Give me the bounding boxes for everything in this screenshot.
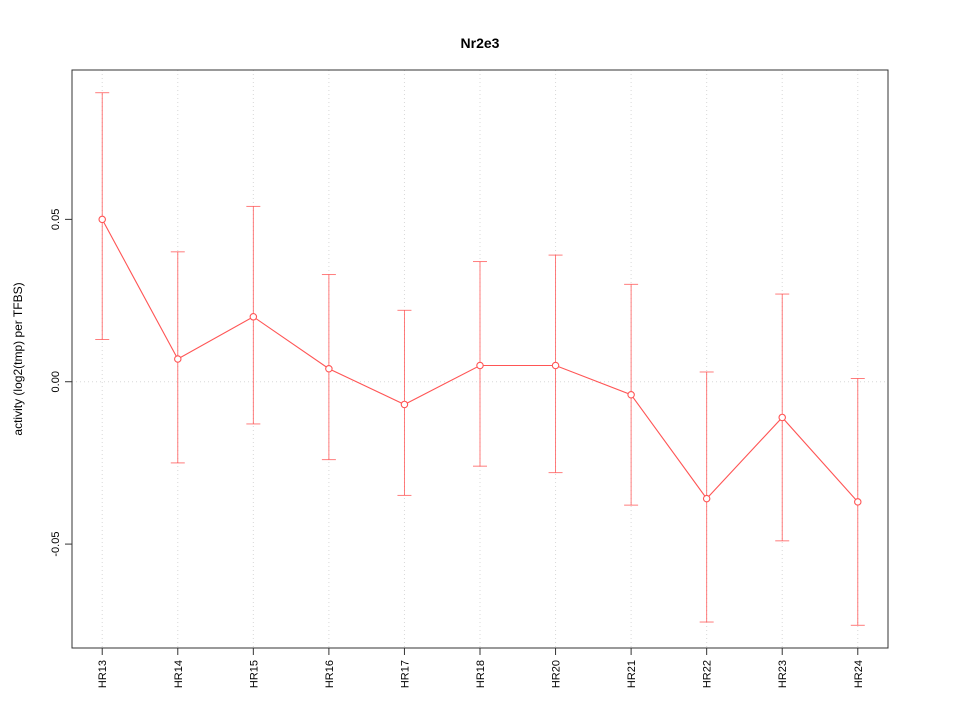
chart-title: Nr2e3: [461, 35, 500, 51]
y-tick-label: -0.05: [50, 532, 62, 557]
x-tick-label: HR22: [702, 660, 714, 688]
data-point: [476, 361, 484, 370]
data-point: [778, 413, 786, 422]
data-point: [627, 390, 635, 399]
data-point: [325, 364, 333, 373]
x-tick-label: HR24: [853, 660, 865, 688]
data-point: [98, 215, 106, 224]
x-tick-label: HR23: [777, 660, 789, 688]
data-point: [551, 361, 560, 370]
x-tick-label: HR14: [173, 660, 185, 688]
x-tick-label: HR15: [248, 660, 260, 688]
y-axis-label: activity (log2(tmp) per TFBS): [11, 282, 25, 435]
x-tick-label: HR18: [475, 660, 487, 688]
data-point: [249, 313, 258, 321]
x-tick-label: HR17: [399, 660, 411, 688]
x-tick-label: HR16: [324, 660, 336, 688]
data-point: [400, 400, 409, 409]
data-point: [702, 494, 711, 503]
chart-layers: -0.05 0.00 0.05 HR13 HR14 HR15 HR16 HR17 HR18 HR2…: [50, 69, 889, 688]
y-tick-label: 0.05: [50, 209, 62, 230]
x-tick-label: HR20: [551, 660, 563, 688]
x-tick-label: HR13: [97, 660, 109, 688]
y-tick-label: 0.00: [50, 371, 62, 392]
data-point: [854, 498, 862, 506]
data-point: [174, 355, 182, 363]
x-tick-label: HR21: [626, 660, 638, 688]
